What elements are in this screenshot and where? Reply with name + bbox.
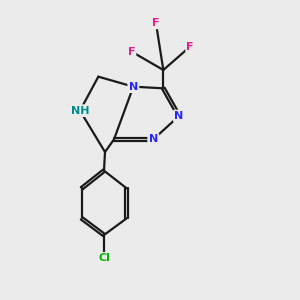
Text: N: N — [149, 134, 158, 144]
Text: Cl: Cl — [98, 253, 110, 263]
Text: NH: NH — [71, 106, 89, 116]
Text: N: N — [129, 82, 138, 92]
Text: F: F — [152, 18, 160, 28]
Text: F: F — [128, 47, 135, 57]
Text: F: F — [186, 42, 194, 52]
Text: N: N — [174, 111, 184, 121]
